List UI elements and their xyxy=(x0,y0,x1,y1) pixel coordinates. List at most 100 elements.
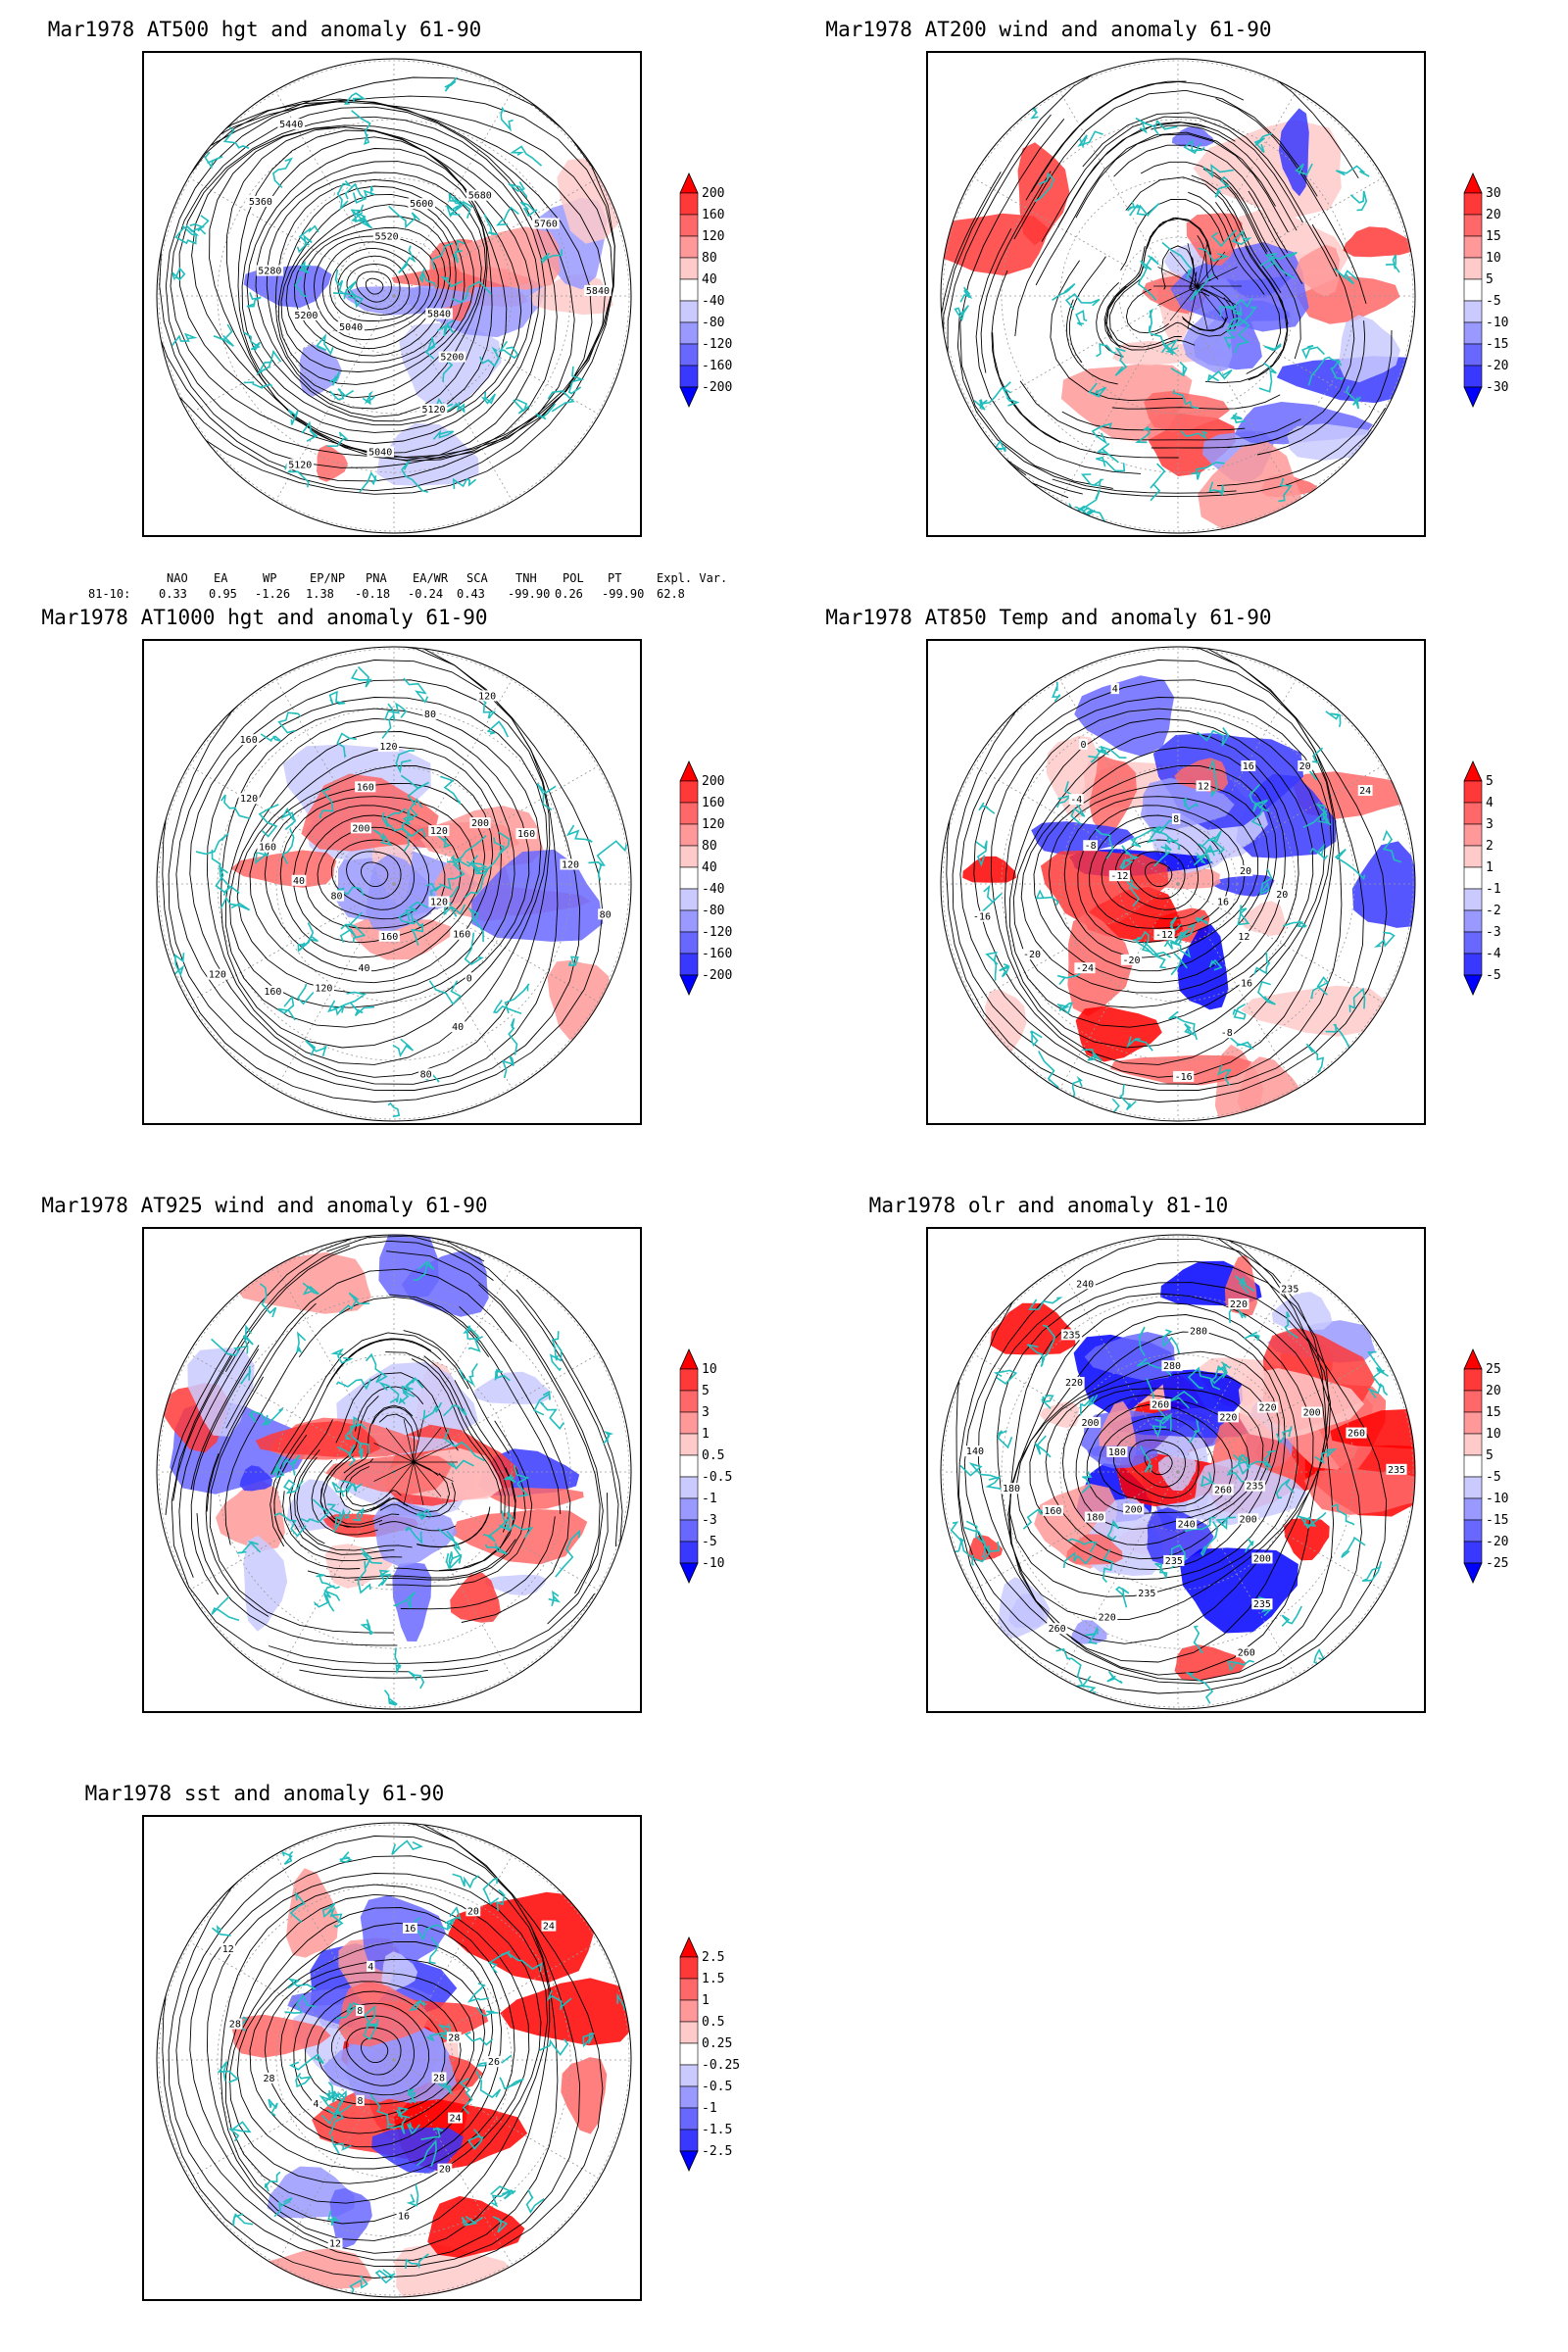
panel-title: Mar1978 AT850 Temp and anomaly 61-90 xyxy=(825,606,1272,629)
panel-p2: Mar1978 AT200 wind and anomaly 61-90 30 2… xyxy=(784,0,1568,588)
colorbar-tick-label: -1 xyxy=(702,2101,717,2116)
contour-label: 120 xyxy=(430,826,448,837)
contour-label: 180 xyxy=(1003,1484,1020,1494)
index-header: Expl. Var. xyxy=(657,571,728,585)
colorbar-arrow-top xyxy=(679,1936,699,1958)
colorbar-tick-label: -5 xyxy=(1486,1470,1501,1485)
colorbar-tick-label: -10 xyxy=(702,1556,724,1571)
colorbar-tick-label: 40 xyxy=(702,860,717,875)
contour-label: 80 xyxy=(424,710,436,720)
colorbar-segment xyxy=(679,866,699,890)
colorbar-segment xyxy=(1463,343,1483,367)
colorbar-tick-label: -80 xyxy=(702,904,724,918)
map-svg xyxy=(940,58,1416,534)
contour-label: 8 xyxy=(357,2006,363,2017)
colorbar-segment xyxy=(679,1476,699,1499)
map-frame xyxy=(926,51,1426,537)
contour-label: -16 xyxy=(1175,1072,1193,1083)
colorbar-tick-label: 5 xyxy=(1486,774,1494,789)
contour-label: 28 xyxy=(264,2074,275,2084)
colorbar: 30 20 15 10 5 -5 -10 -15 -20 -30 xyxy=(1460,172,1539,446)
index-header: TNH xyxy=(515,571,537,585)
colorbar-segment xyxy=(1463,1519,1483,1543)
map-svg: 28 24 20 16 12 8 4 28 28 12 8 4 16 20 24 28 26 xyxy=(156,1822,632,2298)
colorbar-tick-label: -200 xyxy=(702,380,732,395)
index-header: PNA xyxy=(366,571,387,585)
colorbar-tick-label: 40 xyxy=(702,272,717,287)
colorbar-segment xyxy=(679,1390,699,1413)
contour-label: 4 xyxy=(313,2099,318,2110)
map-svg: 16 12 16 -8 -16 -12 -20 -24 -20 -16 -12 -8 -4 0 4 8 12 16… xyxy=(940,646,1416,1122)
colorbar-tick-label: 15 xyxy=(1486,1405,1501,1420)
colorbar-tick-label: -160 xyxy=(702,947,732,961)
colorbar-segment xyxy=(679,2107,699,2131)
colorbar-segment xyxy=(1463,192,1483,216)
colorbar-arrow-bottom xyxy=(679,386,699,408)
colorbar-segment xyxy=(679,1433,699,1456)
colorbar: 2.5 1.5 1 0.5 0.25 -0.25 -0.5 -1 -1.5 -2.5 xyxy=(676,1936,755,2210)
contour-label: 235 xyxy=(1062,1330,1080,1341)
colorbar-segment xyxy=(679,278,699,302)
contour-label: 40 xyxy=(452,1022,464,1033)
colorbar-tick-label: 10 xyxy=(702,1362,717,1377)
colorbar-tick-label: -3 xyxy=(702,1513,717,1528)
colorbar-tick-label: -4 xyxy=(1486,947,1501,961)
colorbar: 200 160 120 80 40 -40 -80 -120 -160 -200 xyxy=(676,172,755,446)
panel-p6: Mar1978 olr and anomaly 81-10 260 200 200 2… xyxy=(784,1176,1568,1764)
index-value: -0.18 xyxy=(355,587,391,601)
index-value: 0.33 xyxy=(159,587,187,601)
contour-label: 235 xyxy=(1388,1465,1405,1476)
colorbar-segment xyxy=(1463,866,1483,890)
contour-label: 160 xyxy=(240,735,258,746)
colorbar-segment xyxy=(1463,780,1483,804)
contour-label: 260 xyxy=(1348,1429,1365,1440)
colorbar-tick-label: -0.5 xyxy=(702,2080,732,2094)
colorbar-arrow-top xyxy=(679,1348,699,1370)
map-frame xyxy=(142,1227,642,1713)
colorbar-tick-label: 10 xyxy=(1486,251,1501,266)
contour-label: 0 xyxy=(1080,740,1086,751)
contour-label: 160 xyxy=(264,987,281,998)
panel-title: Mar1978 AT500 hgt and anomaly 61-90 xyxy=(47,18,482,41)
colorbar-tick-label: 80 xyxy=(702,839,717,854)
panel-p1: Mar1978 AT500 hgt and anomaly 61-90 5840… xyxy=(0,0,784,588)
contour-label: 16 xyxy=(398,2212,410,2223)
contour-label: 40 xyxy=(359,963,370,974)
contour-label: 5040 xyxy=(368,447,392,458)
index-value: -1.26 xyxy=(255,587,291,601)
contour-label: 200 xyxy=(352,823,369,834)
contour-label: 120 xyxy=(315,983,332,994)
contour-label: 5840 xyxy=(427,309,451,319)
contour-label: 120 xyxy=(430,897,448,907)
colorbar-tick-label: 1 xyxy=(702,1427,710,1442)
contour-label: 5040 xyxy=(339,322,363,333)
contour-label: 5280 xyxy=(258,267,281,277)
colorbar-tick-label: 2 xyxy=(1486,839,1494,854)
contour-label: 28 xyxy=(229,2020,241,2031)
map-layer xyxy=(941,59,1415,533)
colorbar-segment xyxy=(679,321,699,345)
colorbar-segment xyxy=(1463,909,1483,933)
contour-label: 40 xyxy=(293,876,305,887)
colorbar-segment xyxy=(1463,321,1483,345)
colorbar-segment xyxy=(1463,953,1483,976)
panel-title: Mar1978 AT1000 hgt and anomaly 61-90 xyxy=(41,606,488,629)
contour-label: 220 xyxy=(1099,1612,1116,1623)
index-header: SCA xyxy=(466,571,488,585)
index-header: POL xyxy=(563,571,584,585)
colorbar-tick-label: -0.25 xyxy=(702,2058,740,2073)
colorbar-segment xyxy=(679,802,699,825)
map-layer xyxy=(941,1235,1415,1708)
panel-title: Mar1978 AT925 wind and anomaly 61-90 xyxy=(41,1194,488,1217)
colorbar-tick-label: -1 xyxy=(702,1492,717,1506)
colorbar-tick-label: -5 xyxy=(1486,968,1501,983)
colorbar-segment xyxy=(679,300,699,323)
colorbar-segment xyxy=(679,953,699,976)
colorbar-segment xyxy=(1463,300,1483,323)
colorbar-arrow-bottom xyxy=(679,974,699,996)
colorbar-tick-label: -0.5 xyxy=(702,1470,732,1485)
colorbar-segment xyxy=(1463,823,1483,847)
colorbar-tick-label: -2.5 xyxy=(702,2144,732,2159)
colorbar-arrow-top xyxy=(679,760,699,782)
colorbar-segment xyxy=(1463,845,1483,868)
